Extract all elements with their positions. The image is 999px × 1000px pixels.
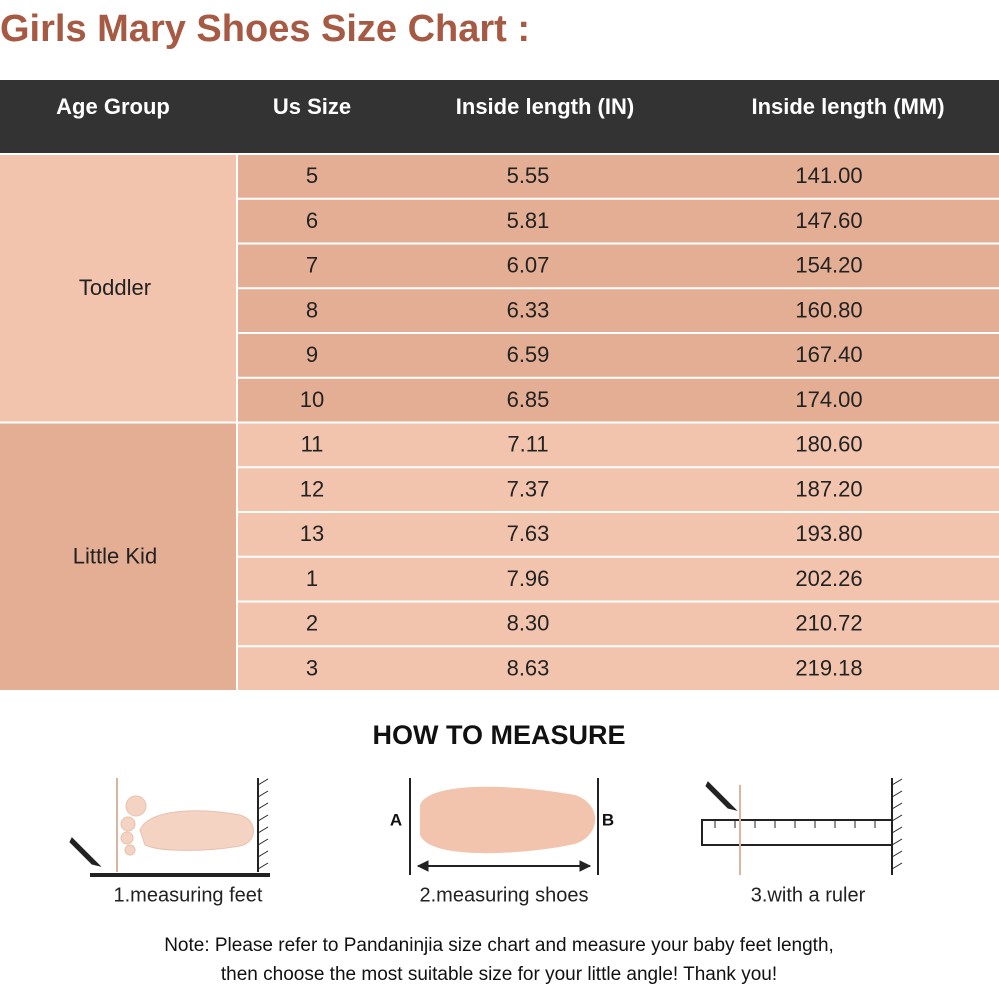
table-cell: 193.80 xyxy=(795,521,862,546)
feet-illustration xyxy=(69,778,270,877)
table-row xyxy=(238,468,999,511)
table-cell: 6.85 xyxy=(507,387,550,412)
group-cell xyxy=(0,155,236,422)
table-cell: 210.72 xyxy=(795,611,862,636)
table-cell: 187.20 xyxy=(795,476,862,501)
table-cell: 2 xyxy=(306,611,318,636)
table: Age Group Us Size Inside length (IN) Inside… xyxy=(0,94,999,690)
step-caption: 1.measuring feet xyxy=(114,884,263,906)
table-cell: 7.63 xyxy=(507,521,550,546)
table-cell: 6.33 xyxy=(507,297,550,322)
step-caption: 3.with a ruler xyxy=(751,884,866,906)
title: Girls Mary Shoes Size Chart : xyxy=(0,8,530,50)
table-cell: 7 xyxy=(306,253,318,278)
table-cell: 8.30 xyxy=(507,611,550,636)
table-row xyxy=(238,378,999,422)
table-cell: 8.63 xyxy=(507,655,550,680)
table-cell: 7.11 xyxy=(507,432,548,457)
column-header: Age Group xyxy=(56,94,170,119)
table-cell: 8 xyxy=(306,297,318,322)
table-row xyxy=(238,423,999,467)
table-cell: 9 xyxy=(306,342,318,367)
table-row xyxy=(238,557,999,601)
group-label: Toddler xyxy=(79,275,151,300)
table-cell: 160.80 xyxy=(795,297,862,322)
table-cell: 3 xyxy=(306,655,318,680)
table-cell: 12 xyxy=(300,476,324,501)
table-cell: 5 xyxy=(306,163,318,188)
table-row xyxy=(238,244,999,288)
column-header: Us Size xyxy=(273,94,351,119)
table-cell: 219.18 xyxy=(795,655,862,680)
shoe-illustration xyxy=(409,778,599,875)
table-row xyxy=(238,155,999,198)
table-cell: 202.26 xyxy=(795,566,862,591)
column-header: Inside length (IN) xyxy=(456,94,634,119)
table-cell: 167.40 xyxy=(795,342,862,367)
step-caption: 2.measuring shoes xyxy=(420,884,589,906)
group-cell xyxy=(0,423,236,690)
table-row xyxy=(238,199,999,243)
table-row xyxy=(238,289,999,332)
measure-heading: HOW TO MEASURE xyxy=(372,720,625,750)
table-row xyxy=(238,647,999,690)
table-cell: 180.60 xyxy=(795,432,862,457)
note-line: Note: Please refer to Pandaninjia size c… xyxy=(164,935,834,956)
table-row xyxy=(238,602,999,646)
note-line: then choose the most suitable size for y… xyxy=(221,964,777,985)
table-cell: 147.60 xyxy=(795,208,862,233)
table-cell: 154.20 xyxy=(795,253,862,278)
table-cell: 7.37 xyxy=(507,476,550,501)
table-cell: 13 xyxy=(300,521,324,546)
table-cell: 141.00 xyxy=(795,163,862,188)
table-cell: 5.81 xyxy=(507,208,550,233)
table-row xyxy=(238,513,999,556)
table-cell: 6.07 xyxy=(507,253,550,278)
table-row xyxy=(238,334,999,377)
table-cell: 174.00 xyxy=(795,387,862,412)
table-cell: 6 xyxy=(306,208,318,233)
shoe-end-label: B xyxy=(602,810,614,829)
table-cell: 6.59 xyxy=(507,342,550,367)
ruler-illustration xyxy=(701,778,903,875)
table-cell: 11 xyxy=(301,432,324,457)
table-header xyxy=(0,80,999,153)
table-cell: 10 xyxy=(300,387,324,412)
shoe-end-label: A xyxy=(390,810,402,829)
table-cell: 1 xyxy=(306,566,318,591)
table-cell: 5.55 xyxy=(507,163,550,188)
column-header: Inside length (MM) xyxy=(751,94,944,119)
table-cell: 7.96 xyxy=(507,566,550,591)
group-label: Little Kid xyxy=(73,544,157,569)
